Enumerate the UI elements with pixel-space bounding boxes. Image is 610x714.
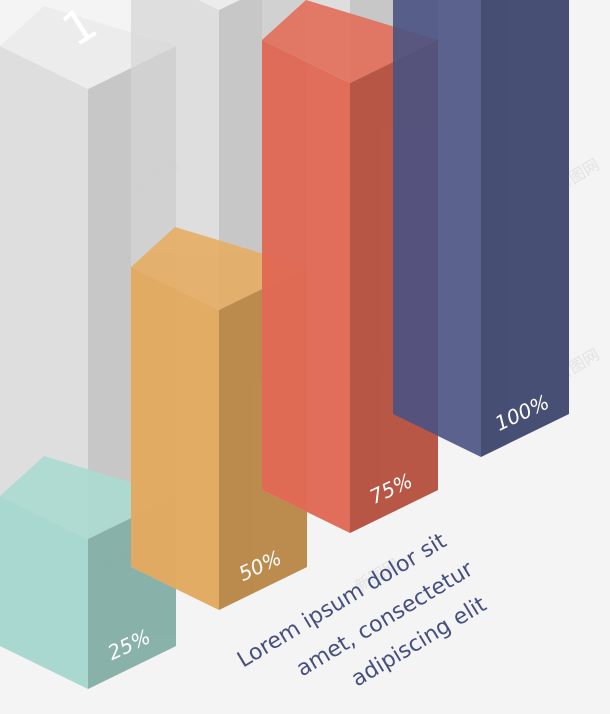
ghost-column-2-top-face — [198, 0, 240, 10]
bar-1-left-face — [0, 496, 88, 689]
bar-3-top-face — [262, 0, 438, 83]
ghost-column-1-top-face — [0, 6, 176, 89]
bar-2-left-face — [131, 267, 219, 610]
bar-3-left-face — [262, 40, 350, 533]
bar-4 — [393, 0, 569, 457]
bar-4-left-face — [393, 0, 481, 457]
bar-2-top-face — [131, 227, 307, 310]
bar-4-right-face — [481, 0, 569, 457]
bars-layer: 125%250%375%4100% — [0, 0, 569, 689]
bar-1-top-face — [0, 456, 176, 539]
